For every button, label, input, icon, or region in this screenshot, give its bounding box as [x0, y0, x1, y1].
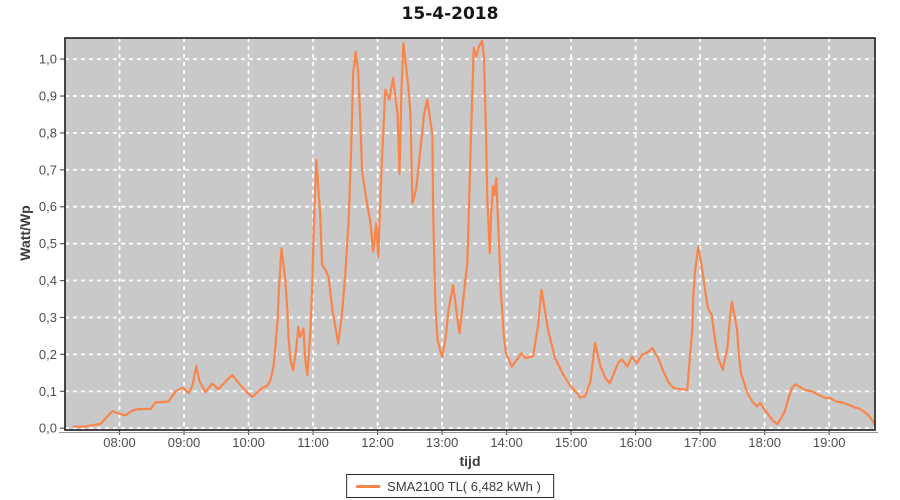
y-tick-label: 0,1	[39, 384, 57, 399]
x-tick-label: 12:00	[361, 435, 394, 450]
y-tick-label: 0,2	[39, 347, 57, 362]
x-tick-label: 17:00	[684, 435, 717, 450]
x-tick-label: 16:00	[619, 435, 652, 450]
y-tick-label: 0,5	[39, 236, 57, 251]
legend-box: SMA2100 TL( 6,482 kWh )	[346, 474, 554, 498]
y-tick-label: 0,8	[39, 125, 57, 140]
plot-border	[64, 37, 876, 431]
x-tick-label: 14:00	[490, 435, 523, 450]
x-tick-label: 09:00	[168, 435, 201, 450]
x-tick-label: 10:00	[232, 435, 265, 450]
y-tick-label: 0,0	[39, 421, 57, 436]
x-tick-label: 18:00	[748, 435, 781, 450]
y-axis-title: Watt/Wp	[17, 205, 33, 261]
x-tick-label: 08:00	[103, 435, 136, 450]
y-tick-label: 0,6	[39, 199, 57, 214]
x-tick-label: 13:00	[426, 435, 459, 450]
chart-title: 15-4-2018	[401, 4, 499, 24]
x-tick-label: 19:00	[813, 435, 846, 450]
y-tick-label: 0,7	[39, 162, 57, 177]
x-axis-title: tijd	[459, 453, 481, 469]
y-tick-label: 0,9	[39, 89, 57, 104]
series-line	[72, 39, 876, 428]
legend-series-swatch	[356, 484, 381, 488]
y-tick-label: 0,4	[39, 273, 57, 288]
x-tick-label: 15:00	[555, 435, 588, 450]
y-tick-label: 1,0	[39, 52, 57, 67]
y-tick-label: 0,3	[39, 310, 57, 325]
x-tick-label: 11:00	[297, 435, 329, 450]
legend-series-label: SMA2100 TL( 6,482 kWh )	[387, 478, 541, 494]
